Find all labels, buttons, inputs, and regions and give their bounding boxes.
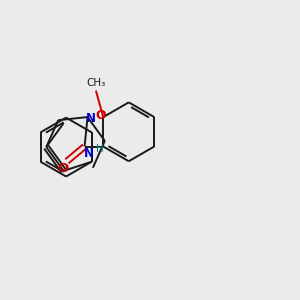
Text: N: N [85, 112, 95, 125]
Text: O: O [57, 162, 68, 175]
Text: CH₃: CH₃ [86, 78, 106, 88]
Text: N: N [84, 147, 94, 160]
Text: O: O [95, 109, 106, 122]
Text: H: H [96, 143, 104, 154]
